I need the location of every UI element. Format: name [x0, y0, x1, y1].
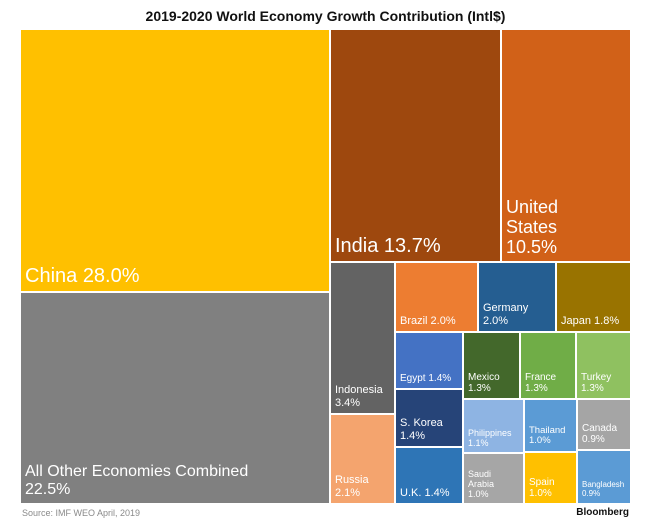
treemap-tile: Philippines 1.1%: [463, 399, 524, 453]
treemap-tile: Russia 2.1%: [330, 414, 395, 504]
treemap-tile: U.K. 1.4%: [395, 447, 463, 504]
treemap-tile: Germany 2.0%: [478, 262, 556, 332]
treemap-tile: China 28.0%: [20, 29, 330, 292]
treemap-tile: S. Korea 1.4%: [395, 389, 463, 447]
brand-logo: Bloomberg: [576, 507, 629, 518]
treemap-tile-label: Indonesia 3.4%: [335, 384, 383, 409]
treemap-tile: Turkey 1.3%: [576, 332, 631, 399]
treemap-tile-label: U.K. 1.4%: [400, 486, 450, 499]
treemap: China 28.0% All Other Economies Combined …: [20, 29, 631, 504]
treemap-tile-label: Thailand 1.0%: [529, 424, 566, 447]
treemap-tile-label: S. Korea 1.4%: [400, 417, 443, 442]
treemap-tile-label: Canada 0.9%: [582, 422, 618, 445]
treemap-tile: Brazil 2.0%: [395, 262, 478, 332]
treemap-tile: Indonesia 3.4%: [330, 262, 395, 414]
treemap-tile-label: Spain 1.0%: [529, 476, 555, 499]
treemap-tile-label: China 28.0%: [25, 264, 140, 287]
treemap-tile: India 13.7%: [330, 29, 501, 262]
treemap-tile-label: Japan 1.8%: [561, 314, 620, 327]
treemap-tile: United States 10.5%: [501, 29, 631, 262]
treemap-tile-label: India 13.7%: [335, 234, 441, 257]
treemap-tile-label: France 1.3%: [525, 371, 557, 394]
treemap-tile-label: Philippines 1.1%: [468, 427, 512, 448]
treemap-tile: Saudi Arabia 1.0%: [463, 453, 524, 504]
treemap-tile: Spain 1.0%: [524, 452, 577, 504]
treemap-tile-label: Mexico 1.3%: [468, 371, 500, 394]
treemap-tile-label: Germany 2.0%: [483, 302, 529, 327]
treemap-tile: Mexico 1.3%: [463, 332, 520, 399]
treemap-tile: All Other Economies Combined 22.5%: [20, 292, 330, 504]
source-note: Source: IMF WEO April, 2019: [22, 508, 141, 518]
chart-title: 2019-2020 World Economy Growth Contribut…: [145, 8, 506, 24]
treemap-tile-label: Egypt 1.4%: [400, 372, 452, 384]
treemap-tile-label: All Other Economies Combined 22.5%: [25, 463, 249, 499]
treemap-tile-label: Brazil 2.0%: [400, 314, 456, 327]
treemap-tile: Thailand 1.0%: [524, 399, 577, 452]
treemap-tile-label: Saudi Arabia 1.0%: [468, 468, 495, 499]
treemap-tile: France 1.3%: [520, 332, 576, 399]
treemap-tile: Bangladesh 0.9%: [577, 450, 631, 504]
treemap-tile: Japan 1.8%: [556, 262, 631, 332]
treemap-tile-label: Bangladesh 0.9%: [582, 480, 625, 499]
treemap-tile: Canada 0.9%: [577, 399, 631, 450]
treemap-tile: Egypt 1.4%: [395, 332, 463, 389]
treemap-tile-label: Turkey 1.3%: [581, 371, 612, 394]
treemap-tile-label: Russia 2.1%: [335, 474, 369, 499]
treemap-tile-label: United States 10.5%: [506, 196, 559, 257]
